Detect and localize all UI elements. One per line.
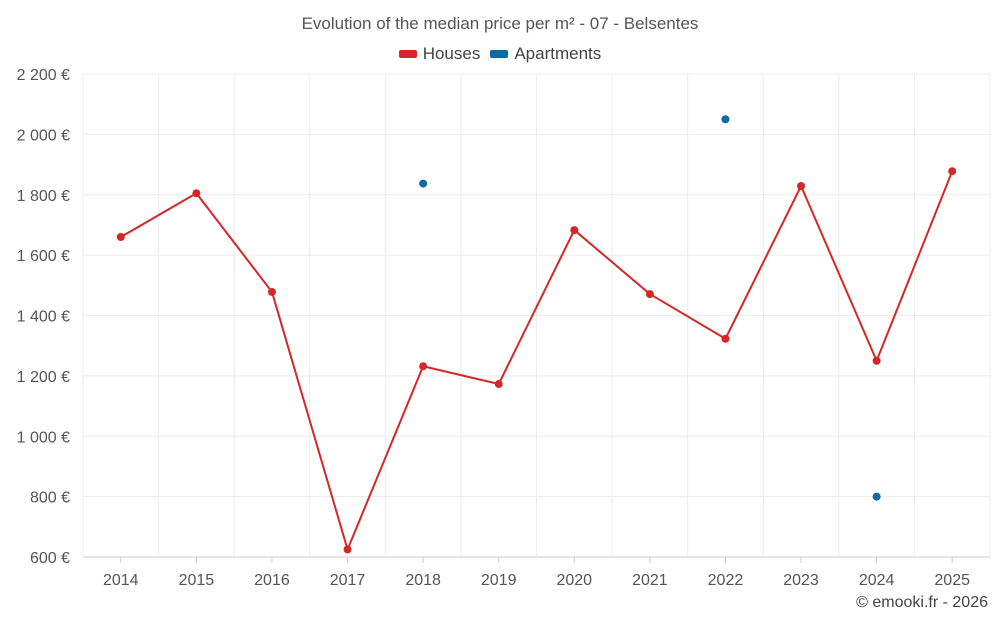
data-point-houses[interactable] [343, 545, 352, 554]
data-point-houses[interactable] [116, 233, 125, 242]
legend-label-apartments: Apartments [514, 44, 602, 63]
data-point-houses[interactable] [797, 181, 806, 190]
y-tick-label: 1 600 € [17, 248, 70, 265]
data-point-houses[interactable] [872, 356, 881, 365]
x-tick-label: 2015 [179, 572, 215, 589]
x-tick-label: 2023 [783, 572, 819, 589]
legend-label-houses: Houses [422, 44, 481, 63]
legend-item-houses[interactable]: Houses [398, 44, 481, 64]
legend-swatch-houses [398, 50, 417, 58]
y-tick-label: 600 € [30, 550, 70, 567]
chart-title: Evolution of the median price per m² - 0… [301, 14, 699, 33]
x-tick-label: 2024 [859, 572, 895, 589]
x-tick-label: 2020 [556, 572, 592, 589]
x-tick-label: 2025 [934, 572, 970, 589]
x-tick-label: 2018 [405, 572, 441, 589]
data-point-houses[interactable] [645, 290, 654, 299]
legend-swatch-apartments [490, 50, 509, 58]
y-tick-label: 1 400 € [17, 309, 70, 326]
data-point-apartments[interactable] [419, 179, 428, 188]
legend-item-apartments[interactable]: Apartments [490, 44, 601, 64]
x-tick-label: 2019 [481, 572, 517, 589]
data-point-houses[interactable] [494, 380, 503, 389]
legend: Houses Apartments [0, 44, 1000, 64]
x-tick-label: 2022 [708, 572, 744, 589]
credit-text: © emooki.fr - 2026 [856, 594, 988, 611]
x-tick-label: 2017 [330, 572, 366, 589]
data-point-houses[interactable] [267, 287, 276, 296]
y-tick-label: 1 000 € [17, 429, 70, 446]
data-point-houses[interactable] [192, 189, 201, 198]
data-point-houses[interactable] [570, 226, 579, 235]
y-tick-label: 1 800 € [17, 188, 70, 205]
data-point-apartments[interactable] [872, 492, 881, 501]
x-tick-label: 2016 [254, 572, 290, 589]
data-point-houses[interactable] [948, 167, 957, 176]
y-tick-label: 1 200 € [17, 369, 70, 386]
y-tick-label: 2 200 € [17, 67, 70, 84]
data-point-houses[interactable] [721, 334, 730, 343]
y-tick-label: 800 € [30, 490, 70, 507]
x-tick-label: 2021 [632, 572, 668, 589]
y-tick-label: 2 000 € [17, 127, 70, 144]
data-point-houses[interactable] [419, 362, 428, 371]
series-line-houses [120, 170, 954, 551]
x-tick-label: 2014 [103, 572, 139, 589]
data-point-apartments[interactable] [721, 115, 730, 124]
